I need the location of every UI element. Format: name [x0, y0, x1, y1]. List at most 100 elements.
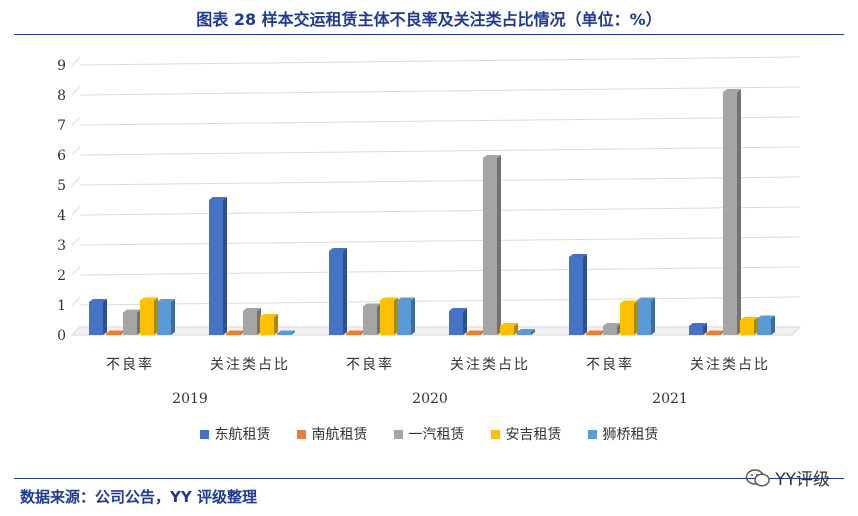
legend-item: 安吉租赁 [490, 424, 562, 444]
gridline-depth [71, 176, 81, 186]
bar-side [103, 299, 107, 335]
gridline [79, 176, 801, 186]
watermark: YY评级 [745, 465, 830, 490]
y-tick-label: 6 [57, 148, 66, 164]
x-year-label: 2019 [172, 391, 208, 407]
bar-side [497, 155, 501, 335]
bar [637, 300, 651, 335]
bar [226, 333, 240, 335]
bar-side [737, 89, 741, 335]
bar-top [226, 330, 244, 334]
bar-top [706, 330, 724, 334]
legend-item: 狮桥租赁 [587, 424, 659, 444]
legend-item: 南航租赁 [296, 424, 368, 444]
bar-top [517, 329, 535, 332]
y-tick-label: 4 [57, 208, 66, 224]
chart-title: 图表 28 样本交运租赁主体不良率及关注类占比情况（单位：%） [196, 10, 662, 29]
bar-top [586, 330, 604, 334]
bar [586, 333, 600, 335]
bar-side [411, 297, 415, 335]
gridline [79, 266, 801, 276]
legend-swatch [490, 429, 500, 439]
footer-divider [14, 478, 844, 479]
bar-top [569, 254, 587, 257]
bar-side [274, 314, 278, 335]
bar-top [637, 297, 655, 301]
bar-top [157, 299, 175, 302]
bar-top [277, 330, 295, 334]
y-tick-label: 2 [57, 268, 66, 284]
bar-top [380, 297, 398, 301]
legend-label: 安吉租赁 [505, 427, 562, 443]
gridline-depth [71, 146, 81, 156]
y-tick-label: 8 [57, 88, 66, 104]
chart-legend: 东航租赁 南航租赁 一汽租赁 安吉租赁 狮桥租赁 [0, 424, 858, 444]
gridline-depth [71, 266, 81, 276]
bar-chart: 0 1 2 3 4 5 6 7 8 9 不良率 关注类占比 不良率 关注类占比 不良率 关注类占比 2019 20… [57, 56, 802, 407]
gridline [79, 116, 801, 126]
bar [603, 326, 617, 335]
legend-item: 东航租赁 [199, 424, 271, 444]
legend-swatch [393, 429, 403, 439]
bar [209, 200, 223, 335]
bar [740, 320, 754, 335]
bar-top [620, 300, 638, 304]
bar [689, 326, 703, 335]
x-category-label: 不良率 [346, 356, 394, 373]
bar [723, 92, 737, 335]
bar [260, 317, 274, 335]
bar-side [771, 315, 775, 335]
bar-side [583, 254, 587, 335]
bar-top [397, 297, 415, 301]
bar-top [106, 330, 124, 334]
bar [449, 311, 463, 335]
gridline [79, 86, 801, 96]
gridline-depth [71, 206, 81, 216]
bar-top [123, 309, 141, 313]
bar [380, 300, 394, 335]
bar [500, 326, 514, 335]
y-tick-label: 1 [57, 298, 66, 314]
bar-top [89, 299, 107, 302]
bar [517, 332, 531, 335]
x-year-label: 2021 [652, 391, 688, 407]
gridline-depth [71, 116, 81, 126]
bar [483, 158, 497, 335]
bar-top [723, 89, 741, 92]
bar [140, 300, 154, 335]
bar-top [689, 323, 707, 326]
gridline [79, 236, 801, 246]
bar-top [449, 308, 467, 311]
gridline-depth [71, 296, 81, 306]
bar-top [140, 297, 158, 301]
legend-label: 东航租赁 [214, 427, 271, 443]
bar [466, 333, 480, 335]
bar-top [740, 317, 758, 320]
bar-top [329, 248, 347, 251]
bar-side [223, 197, 227, 335]
bar-top [500, 323, 518, 326]
bar [243, 311, 257, 335]
y-tick-label: 7 [57, 118, 66, 134]
bar [329, 251, 343, 335]
gridline [79, 56, 801, 66]
bar-top [603, 323, 621, 326]
x-category-label: 不良率 [586, 356, 634, 373]
x-category-label: 关注类占比 [450, 357, 530, 373]
bar-top [483, 155, 501, 158]
bar [569, 257, 583, 335]
bar [346, 333, 360, 335]
legend-label: 一汽租赁 [408, 427, 465, 443]
bar [123, 312, 137, 335]
bar-top [243, 308, 261, 311]
bar [363, 306, 377, 335]
bar [757, 318, 771, 335]
bar-top [260, 314, 278, 317]
y-tick-label: 3 [57, 238, 66, 254]
x-category-label: 关注类占比 [210, 357, 290, 373]
bar [157, 302, 171, 335]
y-tick-label: 0 [57, 328, 66, 344]
wechat-icon [746, 468, 770, 487]
title-divider [14, 34, 844, 35]
bar-top [363, 303, 381, 307]
